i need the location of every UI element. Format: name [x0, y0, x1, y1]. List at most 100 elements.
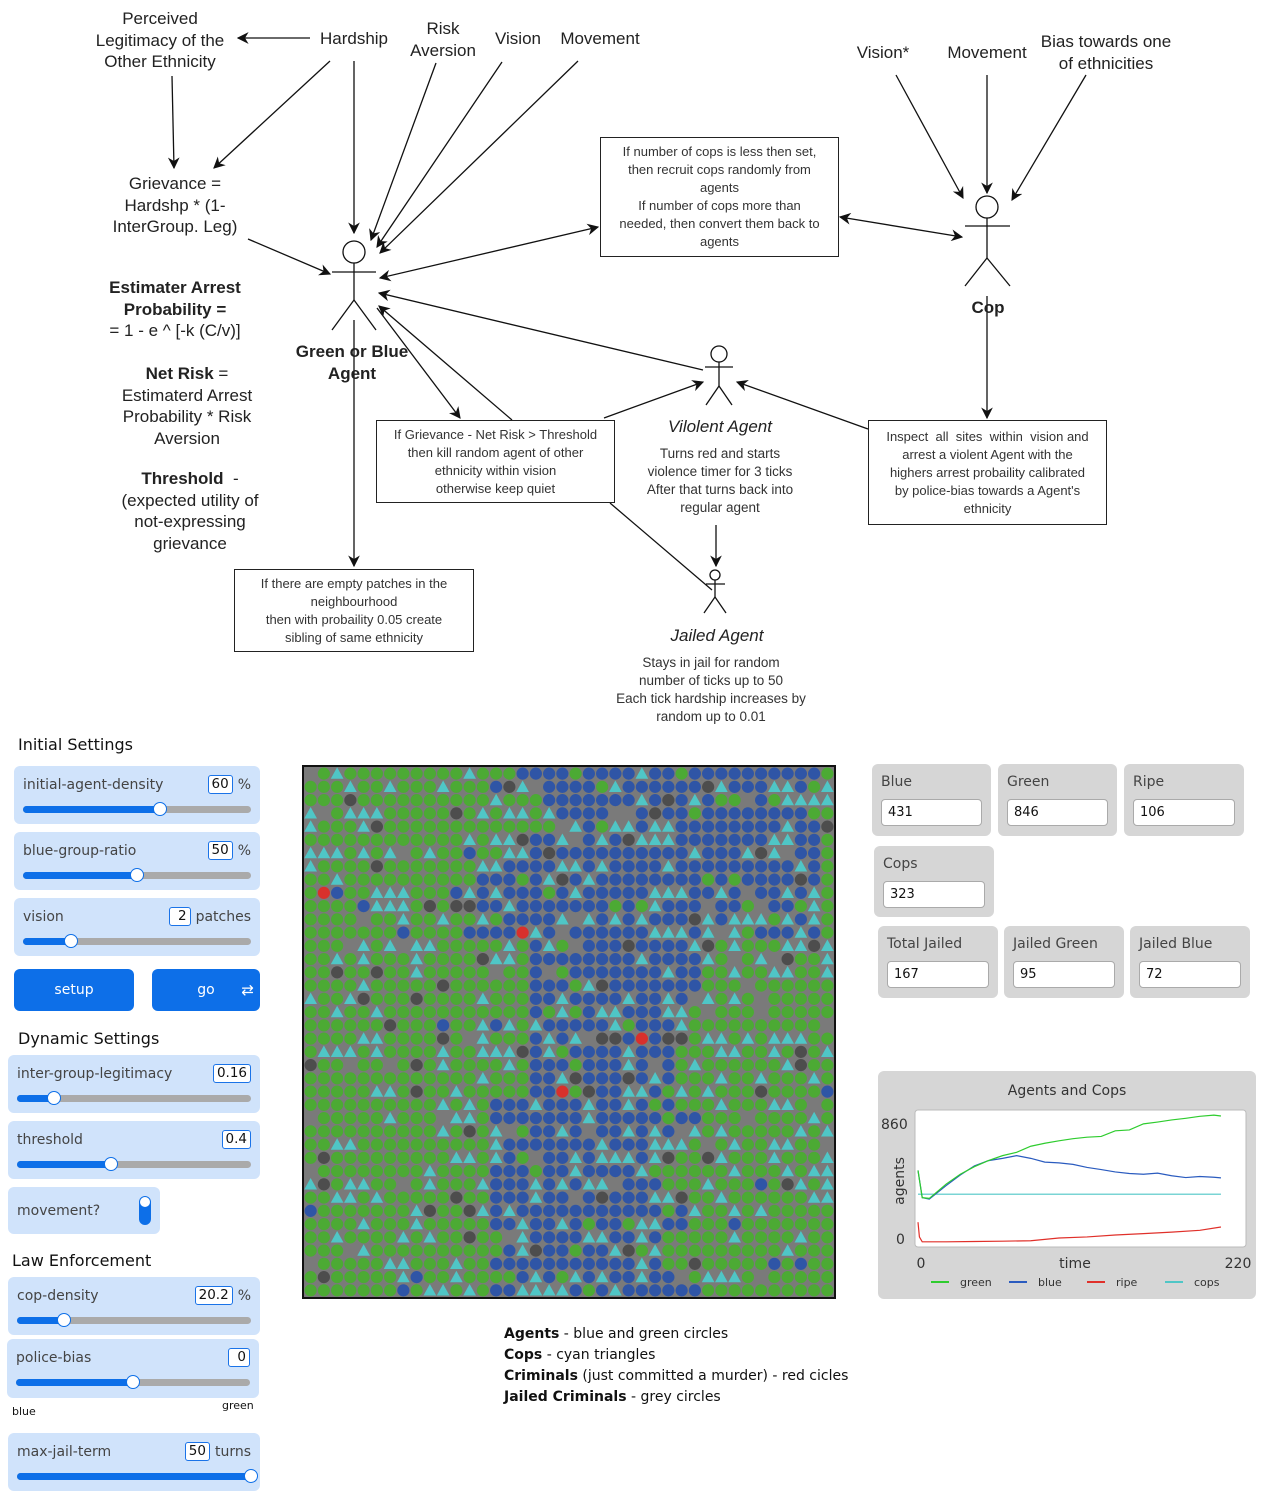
slider-value-input[interactable]: 0.16 — [212, 1064, 251, 1083]
blue-agent — [582, 966, 595, 979]
slider-inter-group-legitimacy[interactable]: inter-group-legitimacy 0.16 — [8, 1055, 260, 1113]
slider-vision[interactable]: vision 2 patches — [14, 898, 260, 956]
green-agent — [450, 939, 463, 952]
blue-agent — [543, 780, 556, 793]
slider-value-input[interactable]: 60 — [207, 775, 233, 794]
green-agent — [688, 1218, 701, 1231]
green-agent — [357, 1271, 370, 1284]
slider-track[interactable] — [17, 1157, 251, 1171]
blue-agent — [622, 780, 635, 793]
cop-triangle — [357, 939, 370, 951]
cop-triangle — [436, 780, 450, 792]
green-agent — [317, 1072, 330, 1085]
green-agent — [317, 767, 330, 780]
blue-agent — [728, 860, 741, 873]
green-agent — [715, 1112, 728, 1125]
slider-value-input[interactable]: 0.4 — [221, 1130, 251, 1149]
slider-thumb[interactable] — [244, 1469, 258, 1483]
slider-track[interactable] — [17, 1091, 251, 1105]
slider-blue-group-ratio[interactable]: blue-group-ratio 50% — [14, 832, 260, 890]
green-agent — [437, 1204, 450, 1217]
movement-switch[interactable]: movement? — [8, 1187, 160, 1234]
green-agent — [741, 1072, 754, 1085]
blue-agent — [728, 1218, 741, 1231]
setup-button[interactable]: setup — [14, 969, 134, 1011]
slider-value-input[interactable]: 20.2 — [194, 1286, 233, 1305]
slider-thumb[interactable] — [56, 1313, 71, 1327]
slider-thumb[interactable] — [63, 934, 78, 948]
blue-agent — [688, 873, 701, 886]
arrow-agent-copbox — [378, 223, 600, 282]
jailed-agent — [556, 873, 569, 886]
slider-value-input[interactable]: 50 — [207, 841, 233, 860]
slider-thumb[interactable] — [47, 1091, 62, 1105]
cop-triangle — [675, 1138, 688, 1150]
cop-triangle — [357, 820, 370, 832]
blue-agent — [543, 992, 556, 1005]
slider-track[interactable] — [16, 1375, 250, 1389]
legend-desc: (just committed a murder) - red cicles — [577, 1368, 849, 1384]
blue-agent — [768, 886, 781, 899]
green-agent — [476, 1059, 489, 1072]
cop-triangle — [701, 1085, 715, 1097]
slider-track[interactable] — [23, 934, 251, 948]
green-agent — [490, 1231, 503, 1244]
blue-agent — [490, 1218, 503, 1231]
jailed-agent — [622, 1244, 635, 1257]
green-agent — [755, 1244, 768, 1257]
green-agent — [423, 1271, 436, 1284]
cop-triangle — [489, 886, 503, 898]
blue-agent — [596, 1098, 609, 1111]
green-agent — [821, 1284, 834, 1297]
toggle-track[interactable] — [139, 1196, 151, 1225]
green-agent — [675, 1098, 688, 1111]
blue-agent — [715, 860, 728, 873]
slider-track[interactable] — [23, 868, 251, 882]
slider-track[interactable] — [17, 1469, 258, 1483]
go-button[interactable]: go ⇄ — [152, 969, 260, 1011]
green-agent — [715, 1059, 728, 1072]
cop-triangle — [662, 966, 675, 978]
slider-value-input[interactable]: 50 — [184, 1442, 210, 1461]
slider-unit: % — [237, 1287, 251, 1304]
blue-agent — [622, 860, 635, 873]
series-line-green — [917, 1114, 1222, 1200]
green-agent — [808, 1231, 821, 1244]
cop-triangle — [344, 1045, 357, 1057]
green-agent — [437, 807, 450, 820]
slider-initial-agent-density[interactable]: initial-agent-density 60% — [14, 766, 260, 824]
slider-thumb[interactable] — [103, 1157, 118, 1171]
green-agent — [516, 953, 529, 966]
text-line: Other Ethnicity — [104, 52, 216, 71]
green-agent — [450, 767, 463, 780]
slider-value-input[interactable]: 0 — [228, 1348, 250, 1367]
green-agent — [357, 1165, 370, 1178]
slider-track[interactable] — [23, 802, 251, 816]
blue-agent — [569, 1178, 582, 1191]
slider-thumb[interactable] — [152, 802, 167, 816]
green-agent — [741, 1178, 754, 1191]
slider-thumb[interactable] — [130, 868, 144, 882]
green-agent — [437, 1138, 450, 1151]
cop-triangle — [383, 1111, 397, 1124]
green-agent — [344, 1284, 357, 1297]
green-agent — [304, 979, 317, 992]
slider-police-bias[interactable]: police-bias 0 — [7, 1339, 259, 1398]
blue-agent — [543, 1072, 556, 1085]
slider-threshold[interactable]: threshold 0.4 — [8, 1121, 260, 1179]
green-agent — [503, 820, 516, 833]
blue-agent — [516, 886, 529, 899]
slider-thumb[interactable] — [126, 1375, 140, 1389]
green-agent — [304, 794, 317, 807]
green-agent — [397, 1138, 410, 1151]
cop-triangle — [768, 1138, 781, 1150]
blue-agent — [609, 1165, 622, 1178]
slider-max-jail-term[interactable]: max-jail-term 50 turns — [8, 1433, 260, 1491]
green-agent — [702, 1125, 715, 1138]
green-agent — [331, 1085, 344, 1098]
slider-value-input[interactable]: 2 — [168, 907, 191, 926]
world-view[interactable] — [302, 765, 836, 1299]
green-agent — [463, 979, 476, 992]
slider-cop-density[interactable]: cop-density 20.2% — [8, 1277, 260, 1335]
slider-track[interactable] — [17, 1313, 251, 1327]
